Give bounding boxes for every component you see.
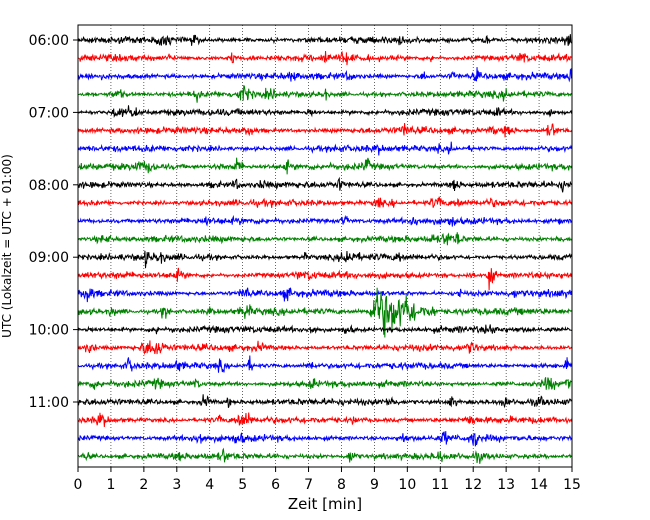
x-tick-label-10: 10 [398,477,416,493]
trace-0815 [77,196,573,208]
x-tick-label-0: 0 [74,477,83,493]
x-tick-label-7: 7 [304,477,313,493]
y-tick-label-08:00: 08:00 [29,178,69,194]
trace-0600 [77,34,573,46]
x-tick-label-13: 13 [497,477,515,493]
x-tick-label-11: 11 [431,477,449,493]
y-tick-label-06:00: 06:00 [29,33,69,49]
trace-0830 [77,214,573,227]
x-tick-label-6: 6 [271,477,280,493]
trace-0900 [77,250,573,269]
trace-0730 [77,141,573,156]
y-axis: 06:00 07:00 08:00 09:00 10:00 11:00 [29,33,78,411]
x-tick-label-2: 2 [139,477,148,493]
trace-0800 [77,176,573,193]
trace-1100 [77,394,573,409]
trace-0630 [77,67,573,83]
x-tick-label-1: 1 [106,477,115,493]
trace-0945 [77,287,573,338]
trace-0845 [77,232,573,246]
trace-0715 [77,123,573,138]
x-tick-label-4: 4 [205,477,214,493]
trace-0930 [77,287,573,303]
trace-1145 [77,447,573,464]
trace-0700 [77,105,573,118]
y-tick-label-09:00: 09:00 [29,250,69,266]
y-tick-label-11:00: 11:00 [29,395,69,411]
trace-1030 [77,355,573,373]
x-tick-label-12: 12 [464,477,482,493]
x-tick-label-14: 14 [530,477,548,493]
x-tick-label-8: 8 [337,477,346,493]
trace-0915 [77,267,573,291]
x-tick-label-15: 15 [563,477,581,493]
y-axis-label: UTC (Lokalzeit = UTC + 01:00) [0,154,14,338]
plot-frame [77,24,573,468]
x-tick-label-9: 9 [370,477,379,493]
trace-1045 [77,377,573,390]
x-axis: 0 1 2 3 4 5 6 7 8 9 10 11 12 13 14 15 [74,467,581,493]
x-tick-label-5: 5 [238,477,247,493]
trace-0745 [77,157,573,175]
trace-group [77,34,573,464]
y-tick-label-07:00: 07:00 [29,105,69,121]
x-tick-label-3: 3 [172,477,181,493]
x-axis-label: Zeit [min] [288,495,362,513]
trace-0645 [77,84,573,103]
trace-1130 [77,431,573,447]
trace-1000 [77,324,573,335]
trace-0615 [77,50,573,66]
trace-1015 [77,340,573,356]
trace-1115 [77,412,573,428]
y-tick-label-10:00: 10:00 [29,323,69,339]
